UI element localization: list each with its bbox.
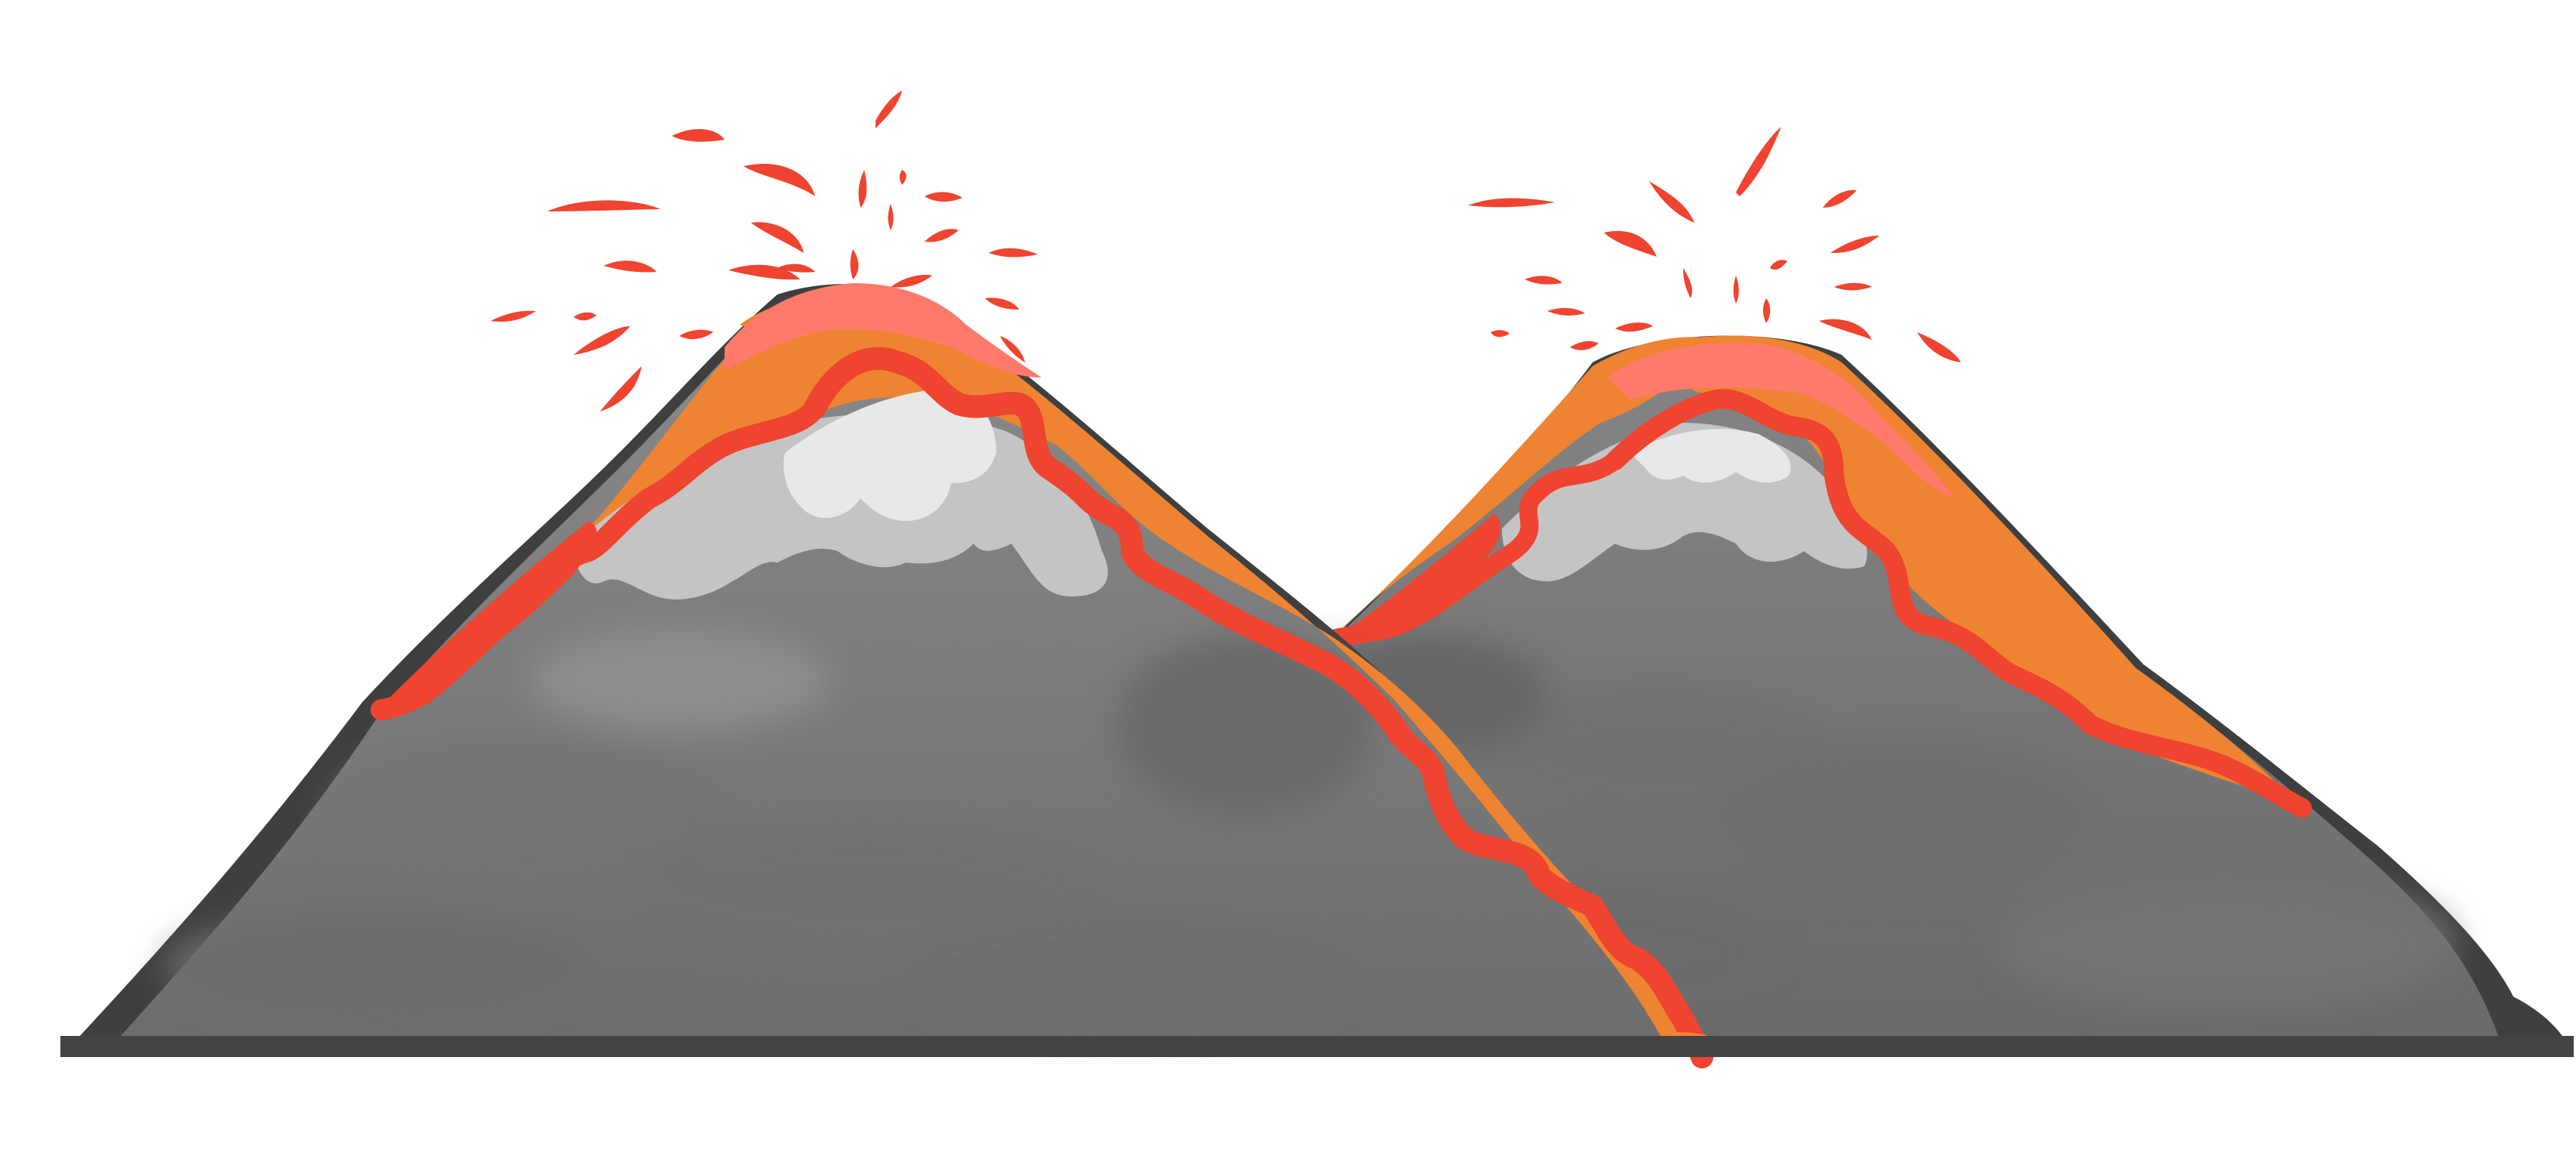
lava-drop <box>858 170 867 208</box>
lava-drop <box>925 192 962 202</box>
lava-drop <box>604 260 657 273</box>
lava-drop <box>1917 332 1961 362</box>
lava-drop <box>1604 230 1657 257</box>
lava-drop <box>600 366 642 412</box>
lava-drop <box>547 200 660 211</box>
right-lava-wedge <box>1336 513 1501 638</box>
lava-drop <box>1830 236 1879 254</box>
lava-drop <box>989 248 1038 257</box>
lava-drop <box>743 163 815 196</box>
lava-drop <box>888 204 894 230</box>
lava-drop <box>679 329 713 340</box>
right-lava-stream <box>1605 389 2312 818</box>
lava-drop <box>1000 336 1025 362</box>
lava-drop <box>1468 198 1555 208</box>
left-lava-spatter <box>491 91 1038 412</box>
left-volcano-shading <box>166 627 1374 1027</box>
right-lava-orange <box>1623 335 2294 800</box>
lava-drop <box>1733 276 1739 304</box>
lava-drop <box>491 310 536 322</box>
lava-drop <box>1649 181 1694 223</box>
right-snow <box>1630 429 1791 483</box>
ground-line <box>60 1036 2574 1057</box>
left-snow <box>783 389 996 521</box>
lava-drop <box>777 264 815 273</box>
lava-drop <box>1819 319 1872 340</box>
left-lava-wedge <box>381 521 597 714</box>
left-lava-stream <box>804 347 1713 1068</box>
lava-drop <box>899 170 906 185</box>
lava-drop <box>876 91 902 128</box>
lava-drop <box>850 249 859 279</box>
right-lava-orange-left <box>1336 337 1721 634</box>
lava-drop <box>1491 330 1510 338</box>
lava-drop <box>751 222 804 253</box>
left-crater-glow <box>725 283 1042 378</box>
lava-drop <box>891 274 932 288</box>
lava-drop <box>1570 341 1599 350</box>
lava-drop <box>1525 276 1562 285</box>
lava-drop <box>1683 268 1692 298</box>
lava-drop <box>1547 308 1585 316</box>
lava-drop <box>1615 322 1653 332</box>
lava-drop <box>672 128 725 142</box>
lava-drop <box>574 326 630 355</box>
left-volcano <box>60 283 1751 1068</box>
lava-drop <box>1834 282 1872 291</box>
lava-drop <box>925 229 959 242</box>
lava-drop <box>1770 260 1787 270</box>
right-crater-glow <box>1608 343 1955 498</box>
lava-drop <box>574 312 596 321</box>
lava-drop <box>1823 190 1857 208</box>
right-lava-stream-left <box>1327 452 1624 647</box>
lava-drop <box>1762 298 1771 323</box>
lava-drop <box>728 264 800 280</box>
right-lava-spatter <box>1468 127 1961 362</box>
lava-drop <box>985 297 1019 310</box>
lava-drop <box>1736 127 1781 196</box>
